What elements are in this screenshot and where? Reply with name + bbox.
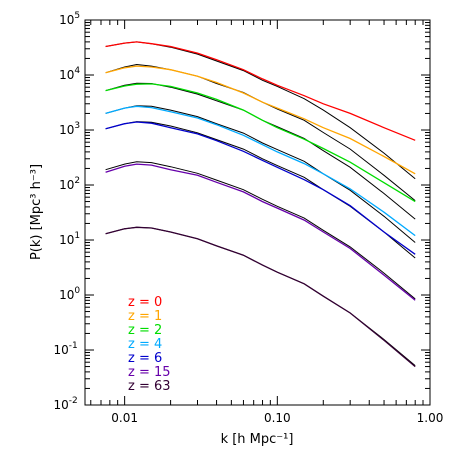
simulation-curve-z63 xyxy=(105,226,416,368)
y-tick-base: 10 xyxy=(59,68,74,82)
x-tick-labels: 0.01 0.10 1.00 xyxy=(111,411,443,425)
y-axis-label: P(k) [Mpc³ h⁻³] xyxy=(29,164,44,260)
legend-entry: z = 1 xyxy=(128,309,162,324)
y-tick-base: 10 xyxy=(59,178,74,192)
linear-theory-curve-z1 xyxy=(105,63,416,201)
plot-frame xyxy=(84,19,431,406)
y-tick-base: 10 xyxy=(54,398,69,412)
y-tick-base: 10 xyxy=(59,123,74,137)
simulation-curve-z6 xyxy=(105,121,416,255)
y-tick-label: 10 2 xyxy=(59,176,80,192)
y-tick-exponent: 5 xyxy=(74,11,80,21)
legend-entry: z = 4 xyxy=(128,337,162,352)
y-tick-label: 10 0 xyxy=(59,286,80,302)
y-tick-exponent: -1 xyxy=(69,341,78,351)
y-tick-base: 10 xyxy=(59,233,74,247)
y-tick-label: 10 4 xyxy=(59,66,80,82)
y-tick-label: 10 3 xyxy=(59,121,80,137)
x-axis-label: k [h Mpc⁻¹] xyxy=(221,432,294,447)
x-tick-label: 0.01 xyxy=(111,411,138,425)
legend-entry: z = 0 xyxy=(128,295,162,310)
x-tick-label: 1.00 xyxy=(417,411,444,425)
legend-entry: z = 2 xyxy=(128,323,162,338)
legend-entry: z = 6 xyxy=(128,351,162,366)
legend-entry: z = 63 xyxy=(128,379,171,394)
y-tick-exponent: -2 xyxy=(69,396,78,406)
y-tick-label: 10 -2 xyxy=(54,396,78,412)
y-tick-label: 10 -1 xyxy=(54,341,78,357)
y-tick-label: 10 1 xyxy=(59,231,80,247)
y-tick-exponent: 4 xyxy=(74,66,80,76)
spectrum-curves xyxy=(105,41,416,368)
simulation-curve-z15 xyxy=(105,163,416,301)
y-tick-base: 10 xyxy=(59,13,74,27)
linear-theory-curve-z15 xyxy=(105,161,416,300)
y-tick-base: 10 xyxy=(59,288,74,302)
y-tick-exponent: 3 xyxy=(74,121,80,131)
axis-ticks xyxy=(85,20,431,406)
linear-theory-curve-z4 xyxy=(105,105,416,243)
simulation-curve-z2 xyxy=(105,83,416,203)
y-tick-exponent: 0 xyxy=(74,286,80,296)
legend: z = 0z = 1z = 2z = 4z = 6z = 15z = 63 xyxy=(128,295,171,394)
y-tick-exponent: 1 xyxy=(74,231,80,241)
y-tick-exponent: 2 xyxy=(74,176,80,186)
simulation-curve-z0 xyxy=(105,41,416,141)
simulation-curve-z1 xyxy=(105,65,416,175)
y-tick-label: 10 5 xyxy=(59,11,80,27)
simulation-curve-z4 xyxy=(105,105,416,237)
legend-entry: z = 15 xyxy=(128,365,171,380)
y-tick-base: 10 xyxy=(54,343,69,357)
x-tick-label: 0.10 xyxy=(264,411,291,425)
